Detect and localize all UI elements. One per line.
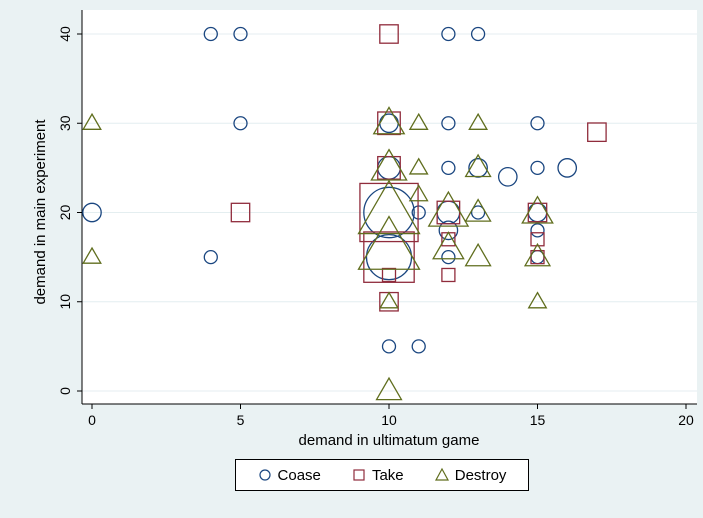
destroy-point bbox=[464, 242, 492, 267]
destroy-point bbox=[427, 190, 470, 227]
destroy-point bbox=[82, 112, 102, 130]
destroy-point bbox=[82, 246, 102, 264]
coase-point bbox=[203, 249, 218, 265]
coase-point bbox=[441, 249, 456, 265]
destroy-point bbox=[523, 242, 552, 267]
legend-label: Destroy bbox=[454, 466, 507, 484]
destroy-point bbox=[521, 195, 554, 224]
x-axis-label: demand in ultimatum game bbox=[299, 432, 480, 449]
y-axis-label: demand in main experiment bbox=[32, 119, 49, 305]
coase-point bbox=[557, 158, 578, 178]
take-point bbox=[381, 267, 397, 283]
destroy-point bbox=[432, 231, 465, 260]
legend-item-coase: Coase bbox=[258, 467, 321, 484]
legend-label: Take bbox=[371, 466, 404, 484]
destroy-point bbox=[357, 215, 421, 270]
legend-label: Coase bbox=[277, 466, 321, 484]
coase-point bbox=[203, 26, 218, 42]
coase-point bbox=[441, 160, 456, 176]
take-point bbox=[587, 122, 607, 143]
data-marks bbox=[82, 24, 607, 401]
coase-point bbox=[530, 223, 545, 238]
circle-marker-icon bbox=[258, 469, 271, 481]
legend-item-take: Take bbox=[352, 467, 404, 484]
take-point bbox=[530, 249, 545, 265]
x-tick-label: 0 bbox=[88, 412, 96, 428]
square-marker-icon bbox=[353, 469, 365, 481]
destroy-point bbox=[464, 198, 492, 222]
y-tick-label: 10 bbox=[57, 294, 73, 310]
take-point bbox=[363, 231, 415, 283]
take-point bbox=[377, 111, 401, 136]
destroy-point bbox=[408, 184, 429, 202]
x-tick-label: 15 bbox=[530, 412, 546, 428]
coase-point bbox=[233, 26, 248, 42]
destroy-point bbox=[464, 153, 492, 178]
coase-point bbox=[381, 339, 397, 354]
destroy-point bbox=[527, 291, 548, 309]
legend: Coase Take Destroy bbox=[235, 459, 529, 491]
triangle-marker-icon bbox=[434, 467, 449, 481]
destroy-point bbox=[375, 376, 403, 401]
axes: 0 5 10 15 20 0 10 20 30 40 bbox=[57, 10, 697, 428]
coase-point bbox=[441, 116, 456, 131]
coase-point bbox=[82, 202, 102, 223]
coase-point bbox=[470, 205, 486, 220]
coase-point bbox=[438, 220, 459, 241]
coase-point bbox=[530, 116, 545, 131]
y-tick-label: 0 bbox=[57, 387, 73, 395]
coase-point bbox=[365, 233, 413, 281]
take-point bbox=[530, 232, 545, 247]
take-point bbox=[230, 202, 251, 223]
take-point bbox=[359, 182, 419, 243]
coase-point bbox=[411, 339, 426, 354]
x-tick-label: 5 bbox=[237, 412, 245, 428]
destroy-point bbox=[408, 157, 429, 175]
coase-point bbox=[233, 116, 248, 131]
take-point bbox=[441, 267, 456, 283]
coase-point bbox=[497, 166, 518, 187]
plot-area bbox=[82, 10, 697, 404]
destroy-point bbox=[379, 291, 399, 309]
coase-point bbox=[530, 160, 545, 176]
y-tick-label: 20 bbox=[57, 205, 73, 221]
destroy-point bbox=[357, 179, 421, 235]
x-tick-label: 10 bbox=[381, 412, 397, 428]
x-tick-label: 20 bbox=[678, 412, 694, 428]
coase-point bbox=[363, 186, 415, 239]
destroy-point bbox=[408, 112, 429, 130]
destroy-point bbox=[372, 106, 406, 135]
y-tick-label: 40 bbox=[57, 26, 73, 42]
coase-point bbox=[441, 26, 456, 42]
take-point bbox=[379, 24, 399, 44]
legend-item-destroy: Destroy bbox=[434, 466, 507, 484]
coase-point bbox=[470, 26, 486, 42]
destroy-point bbox=[468, 112, 489, 130]
y-tick-label: 30 bbox=[57, 115, 73, 131]
